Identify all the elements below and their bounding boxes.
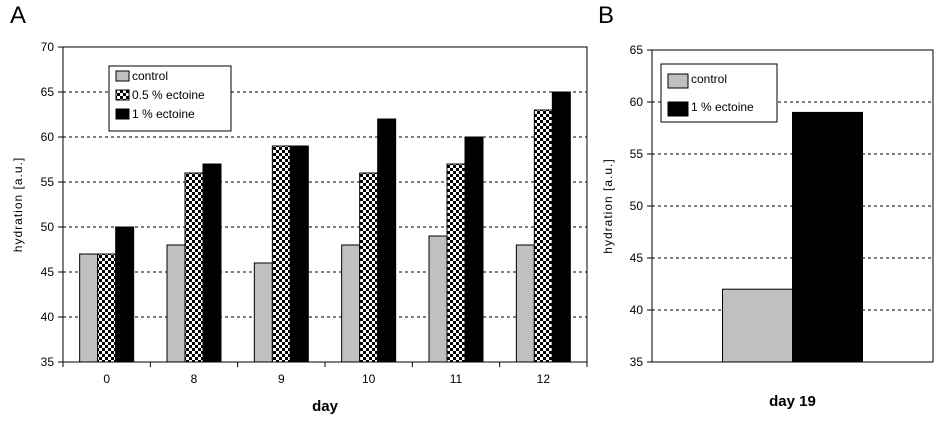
chart-b: 35 40 45 50 55 60 65 hydration [a.u.] day 19 cont… [601,43,934,410]
bar [722,288,793,363]
x-tick-label: 8 [191,372,198,386]
legend-swatch [115,70,130,82]
legend-swatch [115,108,130,120]
legend-label: 1 % ectoine [691,100,754,114]
bar [271,145,291,363]
bar [184,172,204,363]
y-tick-label: 35 [630,355,644,369]
x-axis-label: day [312,398,339,415]
y-tick-label: 60 [41,130,55,144]
y-tick-label: 70 [41,40,55,54]
chart-a: 0 8 9 10 11 12 35 40 45 50 55 60 65 70 hydration [a.u.… [11,40,588,415]
bar [359,172,379,363]
x-axis-label: day 19 [769,393,816,410]
legend-swatch [667,73,689,89]
x-tick-label: 0 [103,372,110,386]
legend-swatch [115,89,130,101]
bar [115,226,135,363]
y-tick-label: 55 [630,147,644,161]
y-tick-label: 45 [630,251,644,265]
legend-label: control [691,72,727,86]
y-tick-label: 35 [41,355,55,369]
y-tick-label: 55 [41,175,55,189]
bar [464,136,484,363]
panel-label-a: A [10,2,27,29]
bar [792,111,863,363]
bar [428,235,448,363]
y-axis-label: hydration [a.u.] [11,157,25,252]
x-tick-label: 11 [450,372,463,386]
bar [202,163,222,363]
bar [79,253,99,363]
x-tick-label: 10 [362,372,376,386]
bar [97,253,117,363]
y-tick-label: 60 [630,95,644,109]
y-axis-label: hydration [a.u.] [601,158,615,253]
x-tick-label: 12 [537,372,551,386]
bar [253,262,273,363]
y-tick-label: 40 [630,303,644,317]
bar [377,118,397,363]
x-tick-label: 9 [278,372,285,386]
y-tick-label: 50 [41,220,55,234]
legend-swatch [667,101,689,117]
y-tick-label: 50 [630,199,644,213]
bar [446,163,466,363]
y-tick-label: 65 [41,85,55,99]
y-tick-label: 45 [41,265,55,279]
bar [289,145,309,363]
panel-label-b: B [598,2,615,29]
bar [551,91,571,363]
bar [533,109,553,363]
legend-label: 1 % ectoine [132,107,195,121]
bar [515,244,535,363]
bar [341,244,361,363]
legend-label: control [132,69,168,83]
y-tick-label: 40 [41,310,55,324]
y-tick-label: 65 [630,43,644,57]
bar [166,244,186,363]
legend-label: 0.5 % ectoine [132,88,205,102]
